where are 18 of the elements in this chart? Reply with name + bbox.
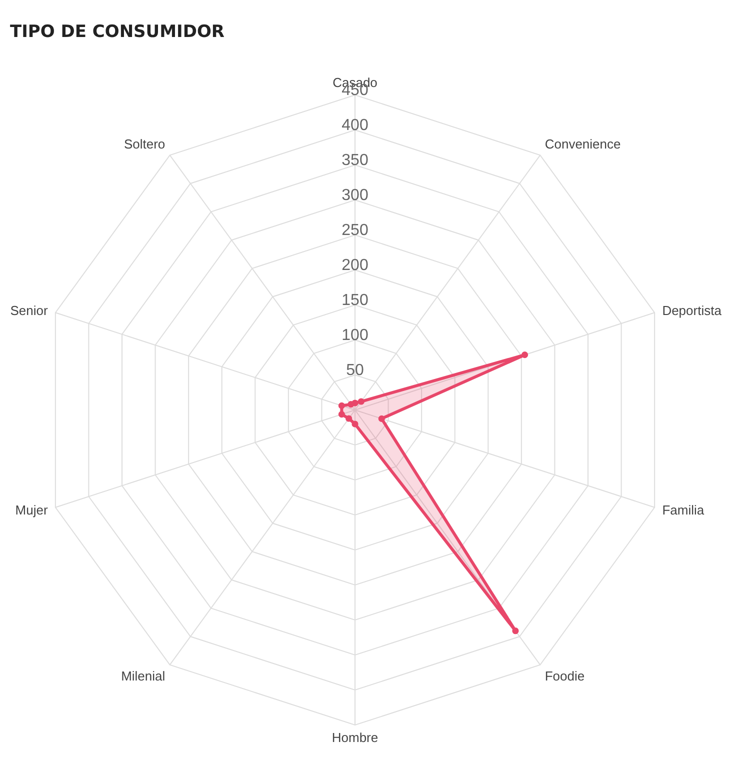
y-tick-label: 350: [342, 152, 368, 169]
spoke-label: Deportista: [662, 302, 722, 318]
y-tick-label: 200: [342, 257, 368, 274]
spoke-label: Familia: [662, 502, 705, 518]
chart-title: TIPO DE CONSUMIDOR: [9, 21, 226, 44]
y-tick-label: 50: [346, 362, 364, 379]
y-tick-label: 150: [342, 292, 368, 309]
spoke-label: Senior: [10, 302, 48, 318]
spoke-label: Foodie: [544, 668, 585, 684]
spoke-label: Hombre: [332, 730, 378, 746]
spoke-label: Convenience: [544, 136, 621, 152]
spoke-label: Mujer: [15, 502, 48, 518]
spoke-label: Soltero: [124, 136, 166, 152]
y-tick-label: 100: [342, 327, 368, 344]
spoke-label: Milenial: [121, 668, 166, 684]
y-tick-label: 300: [342, 187, 368, 204]
y-tick-label: 250: [342, 222, 368, 239]
y-tick-label: 400: [342, 117, 368, 134]
